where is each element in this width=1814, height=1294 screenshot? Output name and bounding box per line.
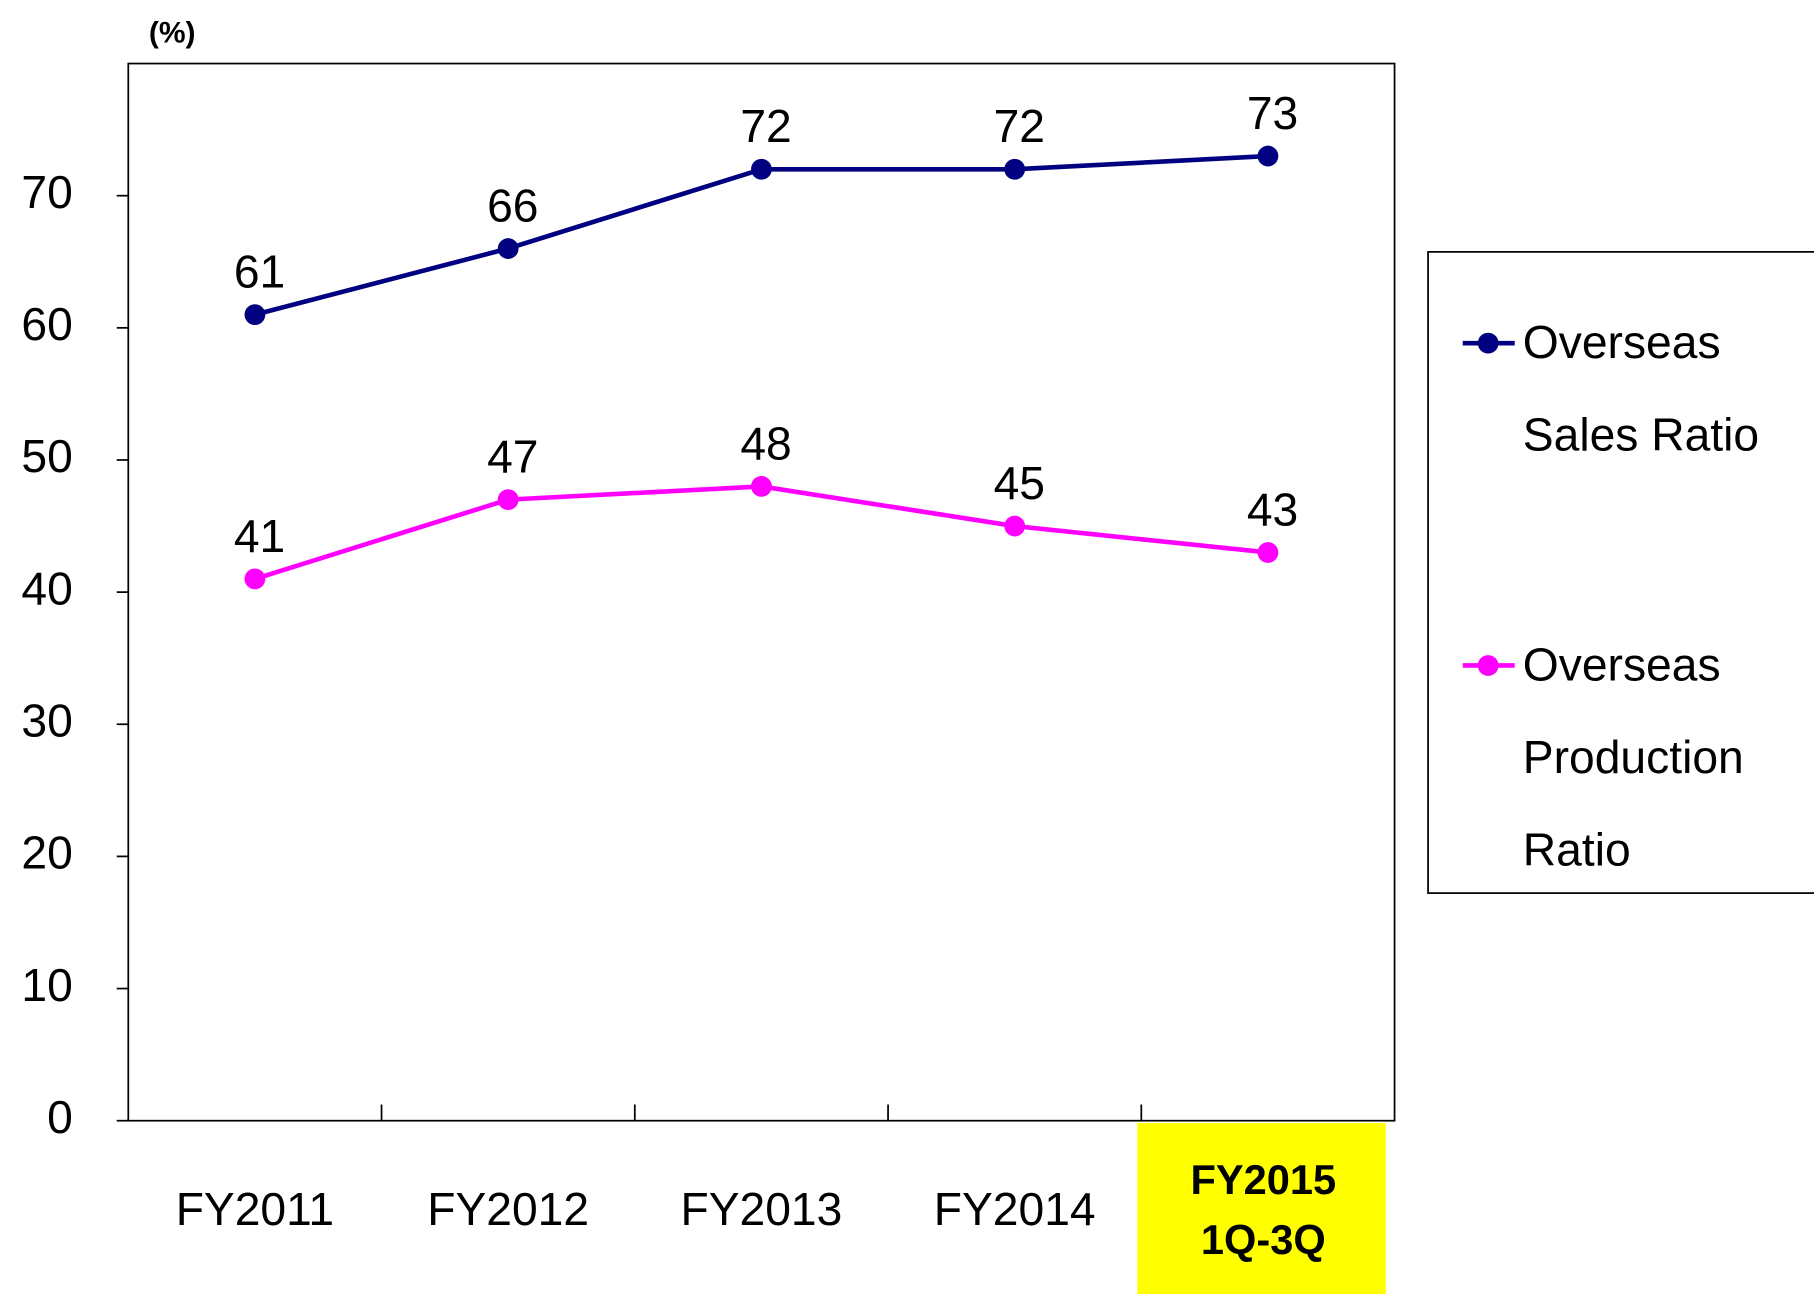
y-tick-label: 10 bbox=[21, 959, 72, 1011]
point bbox=[244, 304, 266, 326]
point bbox=[1257, 145, 1279, 167]
x-tick-label: FY2012 bbox=[427, 1183, 589, 1235]
data-label: 41 bbox=[234, 510, 285, 562]
legend-box bbox=[1427, 251, 1814, 894]
data-label: 47 bbox=[487, 431, 538, 483]
legend-label: Overseas Production Ratio bbox=[1522, 640, 1744, 876]
point bbox=[1004, 158, 1026, 180]
y-tick-label: 20 bbox=[21, 827, 72, 879]
y-tick-label: 60 bbox=[21, 298, 72, 350]
data-label: 66 bbox=[487, 179, 538, 231]
data-label: 72 bbox=[994, 100, 1045, 152]
point bbox=[497, 238, 519, 259]
data-label: 43 bbox=[1247, 483, 1298, 535]
y-tick-label: 50 bbox=[21, 430, 72, 482]
x-tick-label: FY2013 bbox=[681, 1183, 843, 1235]
point bbox=[497, 489, 519, 511]
x-tick-label: FY2015 1Q-3Q bbox=[1190, 1156, 1336, 1263]
x-tick-label: FY2014 bbox=[934, 1183, 1096, 1235]
series-line bbox=[254, 153, 1269, 317]
y-tick-label: 30 bbox=[21, 694, 72, 746]
data-label: 72 bbox=[740, 100, 791, 152]
highlight-box bbox=[1137, 1123, 1386, 1294]
legend-marker bbox=[1477, 655, 1499, 676]
y-unit: (%) bbox=[149, 17, 196, 50]
series-line bbox=[254, 484, 1269, 582]
data-label: 73 bbox=[1247, 87, 1298, 139]
point bbox=[1257, 542, 1279, 563]
legend-label: Overseas Sales Ratio bbox=[1522, 317, 1760, 461]
legend-label-box: Overseas Production Ratio bbox=[1522, 640, 1744, 876]
y-tick-label: 40 bbox=[21, 562, 72, 614]
legend-marker bbox=[1477, 332, 1499, 354]
point bbox=[244, 568, 266, 590]
point bbox=[751, 158, 772, 180]
legend-label-box: Overseas Sales Ratio bbox=[1522, 317, 1760, 461]
data-label: 61 bbox=[234, 246, 285, 298]
point bbox=[1004, 515, 1026, 537]
plot-frame bbox=[127, 62, 1396, 1122]
x-tick-label: FY2011 bbox=[176, 1183, 334, 1235]
data-label: 45 bbox=[994, 457, 1045, 509]
y-tick-label: 0 bbox=[47, 1091, 73, 1143]
data-label: 48 bbox=[740, 417, 791, 469]
point bbox=[751, 476, 772, 497]
y-tick-label: 70 bbox=[21, 166, 72, 218]
